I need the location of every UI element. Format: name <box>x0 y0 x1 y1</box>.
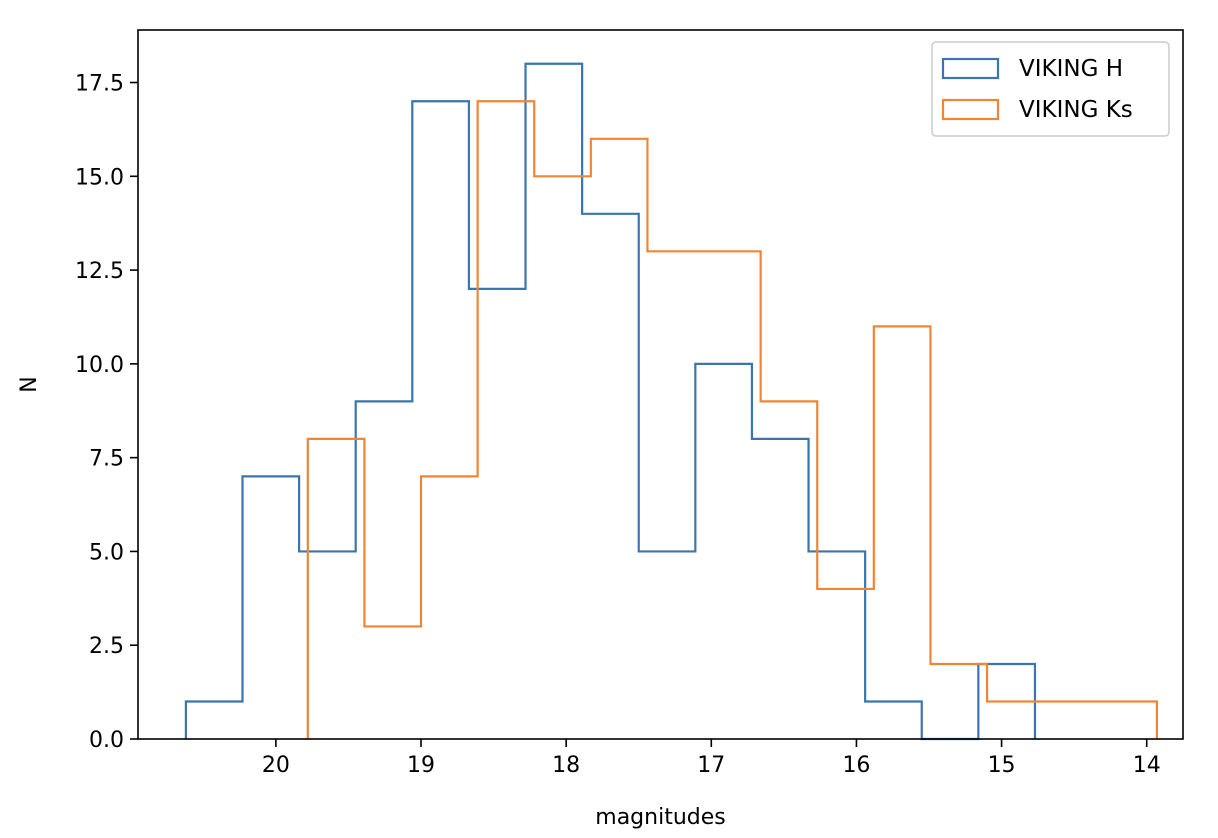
y-tick-label: 2.5 <box>89 634 124 659</box>
legend-label-viking-ks: VIKING Ks <box>1019 97 1133 123</box>
plot-frame <box>137 29 1184 740</box>
y-tick-label: 5.0 <box>89 540 124 565</box>
y-tick-label: 7.5 <box>89 447 124 472</box>
y-axis-ticks: 0.0 2.5 5.0 7.5 10.0 12.5 15.0 17.5 <box>75 72 138 753</box>
legend-swatch-viking-ks <box>941 98 1000 121</box>
x-tick-label: 14 <box>1133 753 1161 778</box>
x-tick-label: 17 <box>697 753 725 778</box>
x-axis-label: magnitudes <box>595 805 725 830</box>
legend-label-viking-h: VIKING H <box>1019 56 1123 82</box>
x-tick-label: 19 <box>407 753 435 778</box>
series-viking-ks-step <box>306 100 1158 739</box>
y-tick-label: 0.0 <box>89 728 124 753</box>
x-tick-label: 18 <box>552 753 580 778</box>
legend-box <box>931 41 1170 137</box>
legend-swatch-viking-h <box>941 57 1000 80</box>
y-tick-label: 15.0 <box>75 165 124 190</box>
x-axis-ticks: 20 19 18 17 16 15 14 <box>262 739 1161 778</box>
x-tick-label: 15 <box>988 753 1016 778</box>
x-tick-label: 16 <box>842 753 870 778</box>
y-tick-label: 17.5 <box>75 72 124 97</box>
legend: VIKING H VIKING Ks <box>931 41 1170 137</box>
y-tick-label: 10.0 <box>75 353 124 378</box>
x-tick-label: 20 <box>262 753 290 778</box>
series-layer <box>184 62 1158 741</box>
y-axis-label: N <box>17 376 42 392</box>
y-tick-label: 12.5 <box>75 259 124 284</box>
